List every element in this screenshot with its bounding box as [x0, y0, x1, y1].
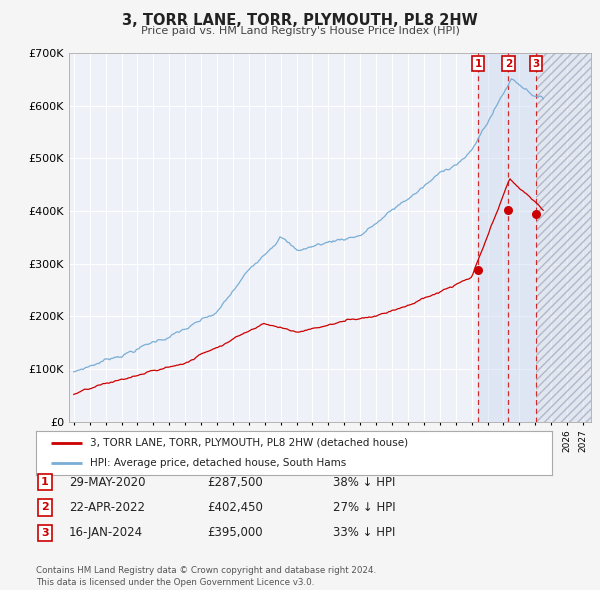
- Text: Contains HM Land Registry data © Crown copyright and database right 2024.
This d: Contains HM Land Registry data © Crown c…: [36, 566, 376, 587]
- Text: HPI: Average price, detached house, South Hams: HPI: Average price, detached house, Sout…: [90, 458, 346, 468]
- Text: 3, TORR LANE, TORR, PLYMOUTH, PL8 2HW: 3, TORR LANE, TORR, PLYMOUTH, PL8 2HW: [122, 13, 478, 28]
- Text: 2: 2: [41, 503, 49, 512]
- Text: £287,500: £287,500: [207, 476, 263, 489]
- Bar: [536, 53, 591, 422]
- Text: £402,450: £402,450: [207, 501, 263, 514]
- Text: 2: 2: [505, 58, 512, 68]
- Text: 29-MAY-2020: 29-MAY-2020: [69, 476, 146, 489]
- Text: 27% ↓ HPI: 27% ↓ HPI: [333, 501, 395, 514]
- Text: 16-JAN-2024: 16-JAN-2024: [69, 526, 143, 539]
- Text: £395,000: £395,000: [207, 526, 263, 539]
- Text: 3, TORR LANE, TORR, PLYMOUTH, PL8 2HW (detached house): 3, TORR LANE, TORR, PLYMOUTH, PL8 2HW (d…: [90, 438, 409, 448]
- Text: 3: 3: [532, 58, 539, 68]
- Text: 1: 1: [475, 58, 482, 68]
- Text: 33% ↓ HPI: 33% ↓ HPI: [333, 526, 395, 539]
- Text: 22-APR-2022: 22-APR-2022: [69, 501, 145, 514]
- Bar: [478, 53, 536, 422]
- Text: 3: 3: [41, 528, 49, 537]
- Text: Price paid vs. HM Land Registry's House Price Index (HPI): Price paid vs. HM Land Registry's House …: [140, 26, 460, 36]
- Text: 38% ↓ HPI: 38% ↓ HPI: [333, 476, 395, 489]
- Bar: [536, 53, 591, 422]
- Text: 1: 1: [41, 477, 49, 487]
